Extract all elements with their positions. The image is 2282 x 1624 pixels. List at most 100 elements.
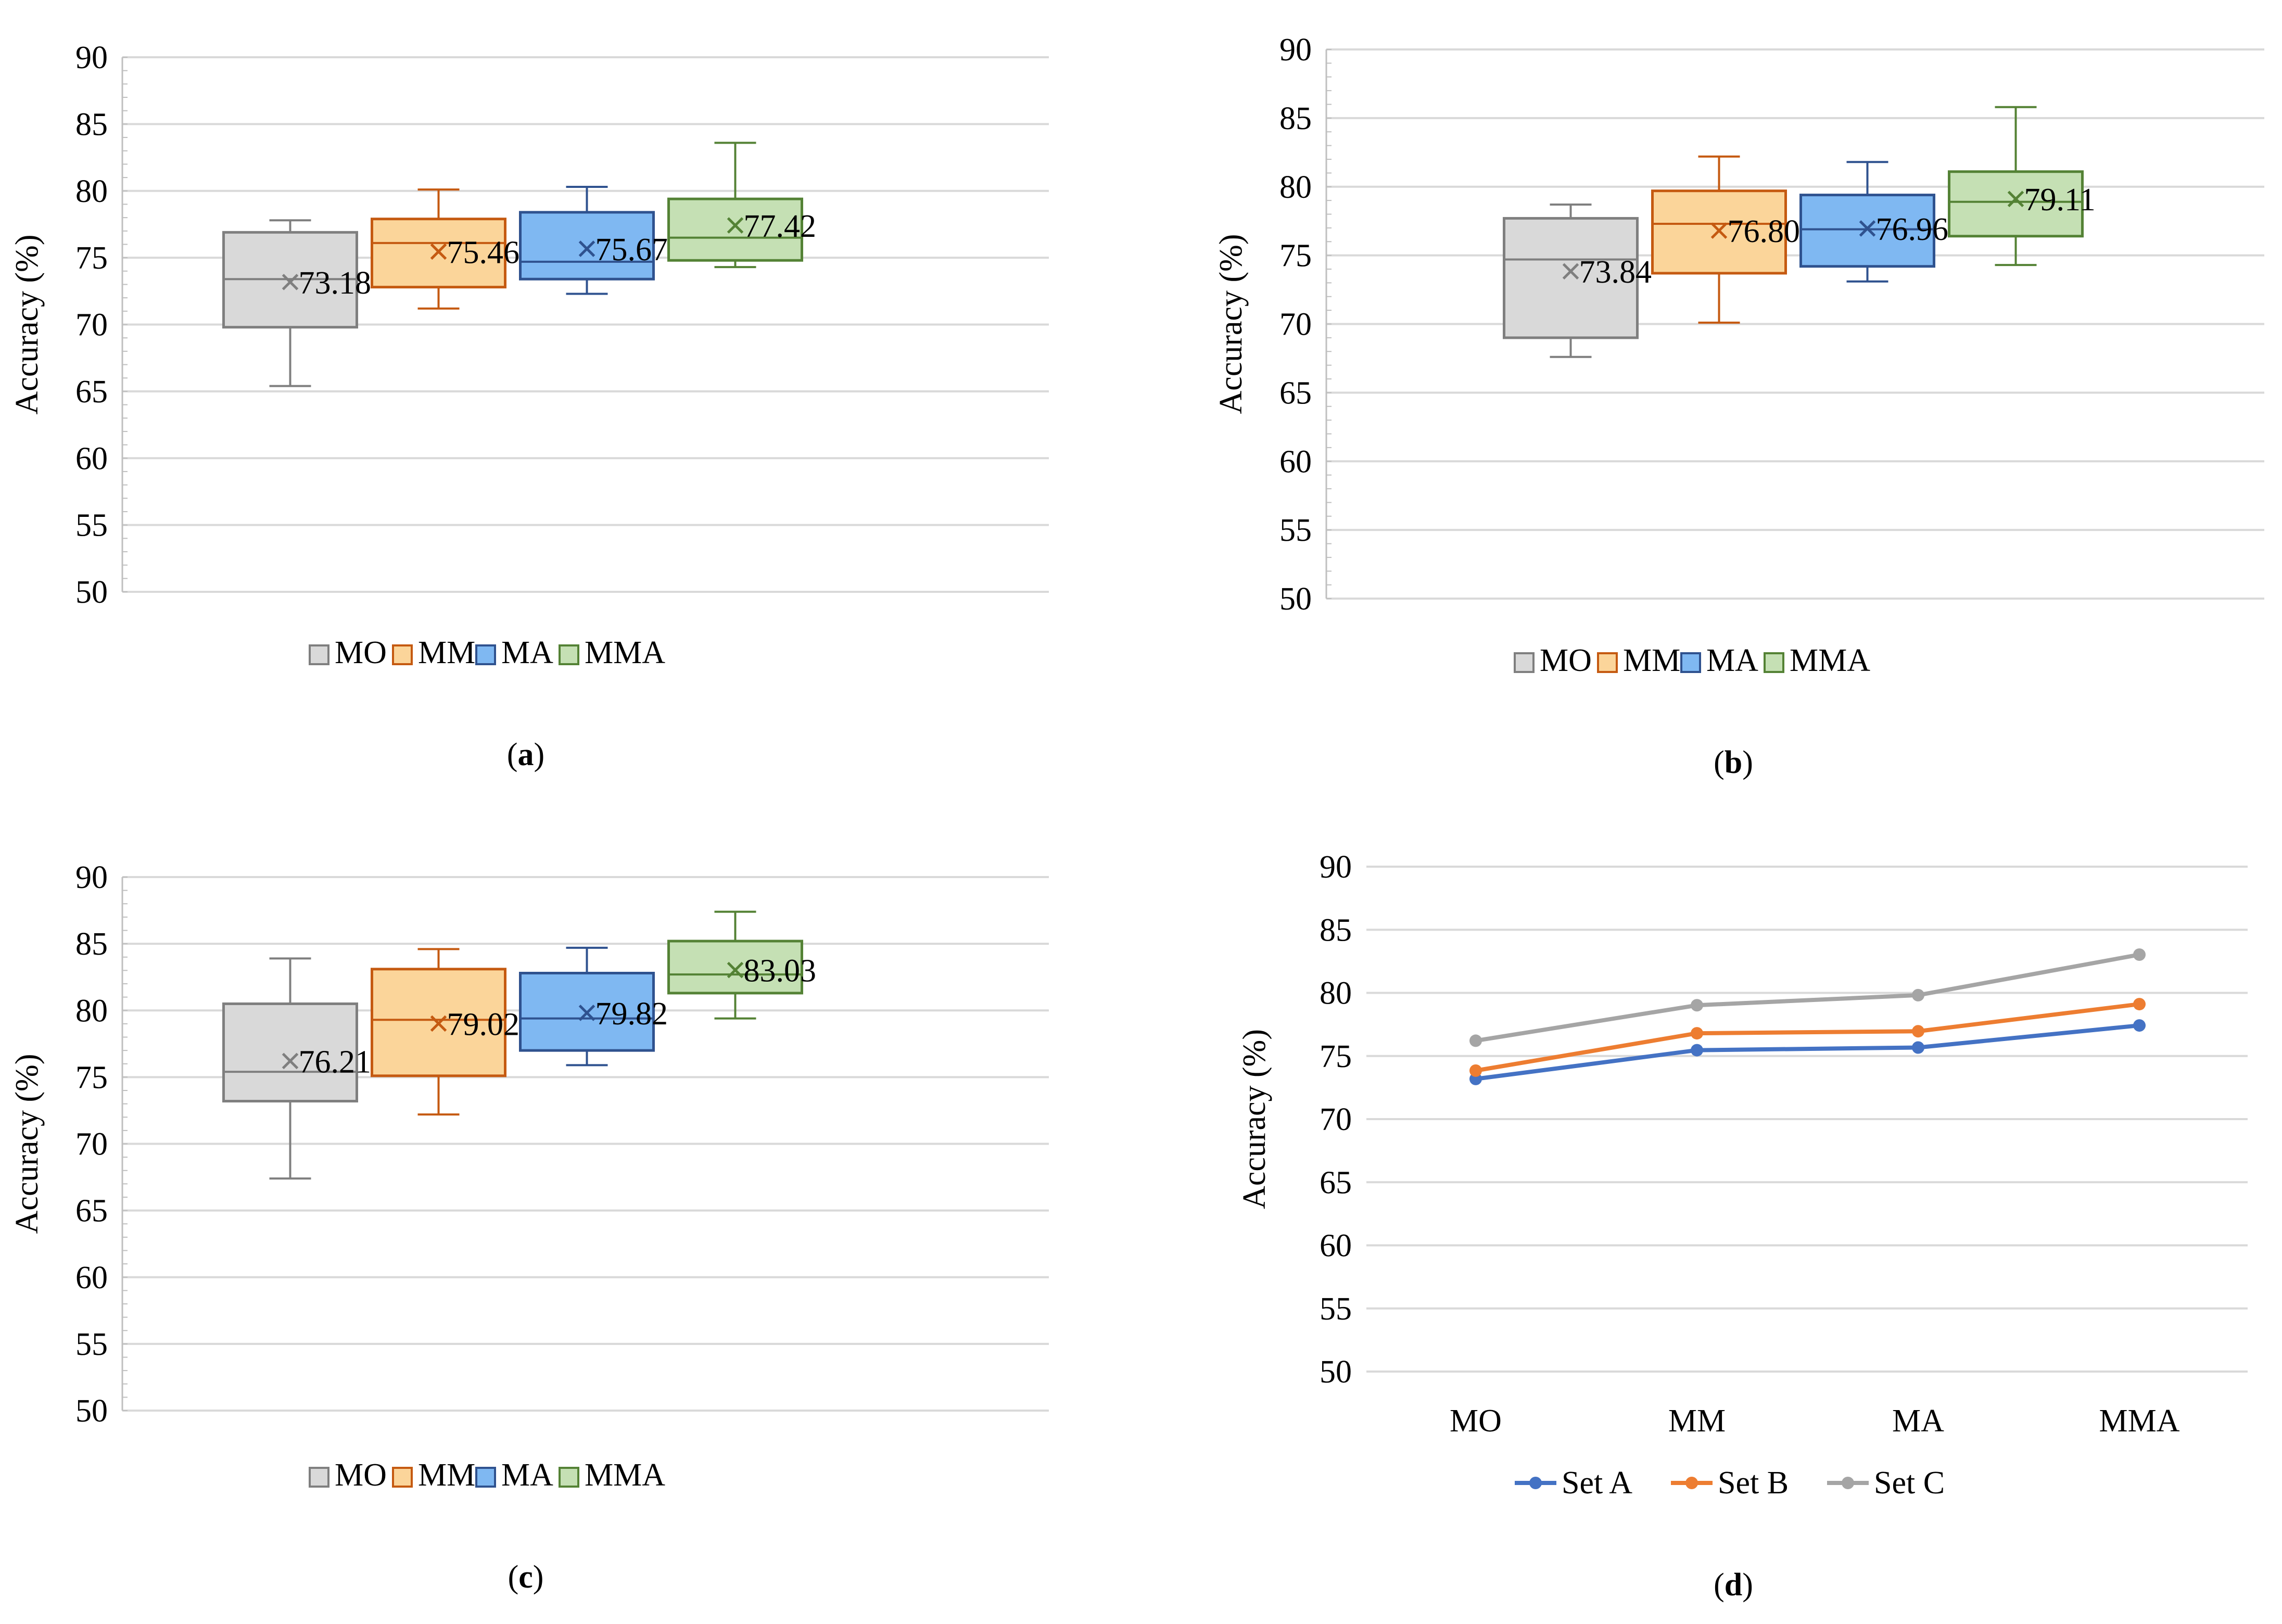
box-MO: 76.21 [222,957,372,1180]
box-rect [1503,217,1639,339]
series-set-a [1469,1019,2146,1085]
data-point [1912,1025,1924,1038]
y-tick-label: 75 [75,1060,108,1095]
legend: MO MM MA MMA [1514,643,1870,678]
y-tick-label: 80 [75,993,108,1029]
y-tick-label: 55 [75,1327,108,1362]
legend-item-set-a: Set A [1515,1465,1632,1501]
legend-swatch [559,644,579,665]
legend-item-MMA: MMA [559,635,665,670]
y-tick-label: 70 [75,1127,108,1162]
mean-marker [727,217,744,234]
legend-label: MO [1540,643,1592,678]
x-tick-label: MMA [2099,1403,2179,1439]
series-line [1475,1023,2140,1081]
y-tick-label: 85 [1279,101,1312,136]
mean-marker [282,1052,299,1070]
data-point [1691,1044,1703,1057]
y-tick-label: 65 [75,374,108,410]
series-line [1475,953,2140,1043]
mean-label: 83.03 [744,954,817,989]
panel-caption: (d) [1714,1567,1753,1603]
box-MO: 73.18 [222,219,372,387]
legend-swatch [1597,652,1618,673]
y-tick-label: 70 [1320,1102,1352,1137]
chart-panel-a: 50 55 60 65 70 75 80 85 90 Accuracy (%) (a) 73.18 75… [9,40,1049,772]
legend-label: Set A [1562,1465,1632,1501]
data-point [2133,948,2146,961]
legend-item-set-b: Set B [1671,1465,1789,1501]
mean-label: 76.21 [299,1044,372,1080]
legend-swatch [1764,652,1784,673]
legend-label: MM [418,635,475,670]
mean-label: 79.02 [447,1007,520,1042]
y-tick-label: 90 [75,40,108,75]
data-point [2133,1019,2146,1032]
mean-label: 79.82 [595,996,668,1032]
legend: MO MM MA MMA [309,1457,665,1493]
x-tick-label: MO [1450,1403,1502,1439]
box-MA: 76.96 [1799,161,1948,283]
y-tick-label: 60 [75,1260,108,1296]
legend-item-MO: MO [309,1457,387,1493]
y-tick-label: 55 [75,508,108,543]
legend-item-MM: MM [1597,643,1680,678]
y-tick-label: 50 [1320,1354,1352,1390]
data-point [1469,1064,1482,1077]
series-line [1475,1002,2140,1073]
mean-marker [727,961,744,979]
y-tick-label: 60 [75,441,108,476]
y-tick-label: 50 [75,1393,108,1429]
box-rect [1799,194,1935,268]
legend-label: MM [418,1457,475,1493]
y-tick-label: 85 [75,107,108,142]
legend-swatch [309,644,329,665]
box-rect [222,1002,358,1102]
y-tick-label: 60 [1320,1228,1352,1264]
legend-marker [1842,1477,1854,1489]
mean-marker [1710,222,1728,239]
data-point [2133,998,2146,1011]
data-point [1912,1041,1924,1054]
box-MA: 75.67 [519,186,668,295]
box-MM: 76.80 [1651,155,1801,324]
box-MA: 79.82 [519,946,668,1067]
legend-label: MO [335,1457,387,1493]
legend-swatch [559,1467,579,1488]
x-tick-label: MA [1892,1403,1944,1439]
legend-item-set-c: Set C [1827,1465,1945,1501]
legend-label: MA [501,1457,553,1493]
x-tick-label: MM [1668,1403,1726,1439]
y-tick-label: 60 [1279,444,1312,479]
mean-label: 79.11 [2024,182,2096,218]
legend-label: Set B [1718,1465,1789,1501]
legend-swatch [475,1467,496,1488]
box-rect [1948,170,2084,238]
y-axis-label: Accuracy (%) [1213,234,1249,414]
box-MMA: 77.42 [667,142,816,269]
mean-label: 76.80 [1728,214,1801,249]
y-tick-label: 70 [1279,307,1312,342]
legend-label: MMA [585,635,665,670]
box-MMA: 79.11 [1948,106,2096,267]
legend-label: MMA [1790,643,1870,678]
panel-caption: (c) [508,1559,544,1595]
y-tick-label: 55 [1279,513,1312,548]
mean-marker [430,1015,447,1032]
legend-swatch [392,644,413,665]
data-point [1691,1027,1703,1040]
legend-item-MM: MM [392,635,475,670]
y-tick-label: 90 [1279,32,1312,68]
mean-marker [578,240,595,257]
legend-label: MA [1706,643,1758,678]
y-axis-label: Accuracy (%) [1237,1029,1272,1209]
mean-label: 73.18 [299,265,372,301]
mean-marker [282,274,299,290]
mean-marker [2007,191,2024,207]
series-set-b [1469,998,2146,1077]
legend: Set A Set B Set C [1515,1465,1945,1501]
y-tick-label: 85 [1320,912,1352,948]
legend-item-MA: MA [475,635,553,670]
mean-marker [1562,263,1579,280]
legend-swatch [1514,652,1535,673]
